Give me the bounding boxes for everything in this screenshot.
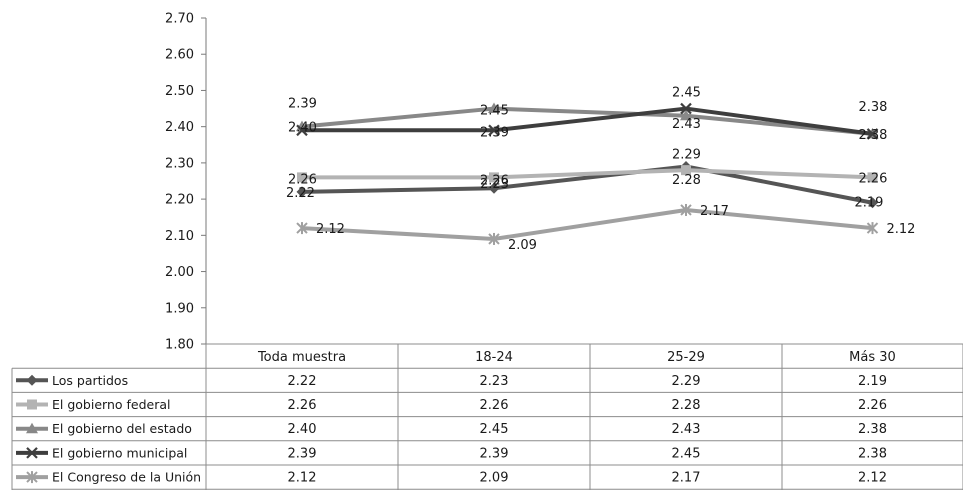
table-cell: 2.09 [480,471,509,486]
y-tick-label: 2.00 [165,265,194,280]
data-label: 2.39 [480,125,509,140]
y-tick-label: 1.80 [165,338,194,353]
y-tick-label: 2.10 [165,229,194,244]
data-label: 2.45 [480,104,509,119]
data-labels: 2.22 2.23 2.29 2.19 2.26 2.26 2.28 2.26 2.40 2.45… [286,86,915,253]
point-marker [296,186,308,198]
plot-lines [296,102,879,245]
legend-key-marker [26,422,38,434]
point-marker [488,102,500,114]
table-cell: 2.23 [480,374,509,389]
point-marker [681,165,691,176]
series-line-3 [302,106,873,136]
table-cell: 2.39 [480,446,509,461]
series-name: El gobierno del estado [52,421,192,436]
table-cell: 2.17 [672,471,701,486]
data-label: 2.38 [859,100,888,115]
table-cell: 2.40 [288,422,317,437]
data-label: 2.45 [672,86,701,101]
y-tick-label: 2.20 [165,193,194,208]
table-cell: 2.38 [858,446,887,461]
table-cell: 2.45 [672,446,701,461]
data-label: 2.43 [672,117,701,132]
point-marker [488,232,500,245]
y-tick-label: 1.90 [165,301,194,316]
y-axis: 1.80 1.90 2.00 2.10 2.20 2.30 2.40 2.50 2.60 2.70 [165,12,207,353]
data-label: 2.09 [508,238,537,253]
table-cell: 2.26 [480,398,509,413]
point-marker [489,172,499,183]
point-marker [297,172,307,183]
point-marker [680,203,692,216]
table-cell: 2.43 [672,422,701,437]
point-marker [680,109,692,121]
table-cell: 2.26 [858,398,887,413]
legend-key-marker [26,471,38,484]
series-name: El gobierno municipal [52,445,187,460]
table-cell: 2.29 [672,374,701,389]
point-marker [296,222,308,235]
data-label: 2.23 [480,177,509,192]
legend-key-marker [26,374,38,386]
legend-key-marker [26,447,38,459]
point-marker [867,172,878,183]
series-line-2 [301,106,873,136]
series-line-4 [301,207,873,241]
point-marker [680,102,692,115]
column-header: 25-29 [667,350,705,365]
column-header: 18-24 [475,350,513,365]
point-marker [488,182,500,194]
data-label: 2.39 [288,96,317,111]
data-label: 2.40 [288,121,317,136]
data-label: 2.26 [480,173,509,188]
table-cell: 2.12 [288,471,317,486]
y-tick-label: 2.30 [165,156,194,171]
series-name: El gobierno federal [52,397,170,412]
data-label: 2.29 [672,148,701,163]
series-name: El Congreso de la Unión [52,470,201,485]
table-cell: 2.28 [672,398,701,413]
y-tick-label: 2.40 [165,120,194,135]
series-name: Los partidos [52,373,128,388]
y-tick-label: 2.50 [165,84,194,99]
data-label: 2.26 [859,171,888,186]
data-label: 2.26 [288,172,317,187]
column-header: Toda muestra [257,350,346,365]
table-cell: 2.39 [288,446,317,461]
point-marker [296,124,308,137]
y-tick-label: 2.70 [165,12,194,27]
data-label: 2.12 [316,222,345,237]
point-marker [866,128,879,140]
series-line-0 [301,164,873,205]
y-tick-label: 2.60 [165,48,194,63]
table-cell: 2.38 [858,422,887,437]
series-line-1 [302,168,873,180]
legend-key-marker [27,399,37,410]
point-marker [488,124,500,137]
table-cell: 2.22 [288,374,317,389]
point-marker [866,222,879,235]
data-label: 2.12 [887,222,916,237]
point-marker [867,197,878,209]
column-header: Más 30 [849,350,896,365]
data-label: 2.28 [672,173,701,188]
table-cell: 2.26 [288,398,317,413]
data-label: 2.38 [859,128,888,143]
data-label: 2.19 [855,196,884,211]
table-cell: 2.12 [858,471,887,486]
table-cell: 2.19 [858,374,887,389]
data-label: 2.17 [700,204,729,219]
data-table: Toda muestra 18-24 25-29 Más 30 Los partidos… [11,343,963,490]
table-cell: 2.45 [480,422,509,437]
data-label: 2.22 [286,186,315,201]
